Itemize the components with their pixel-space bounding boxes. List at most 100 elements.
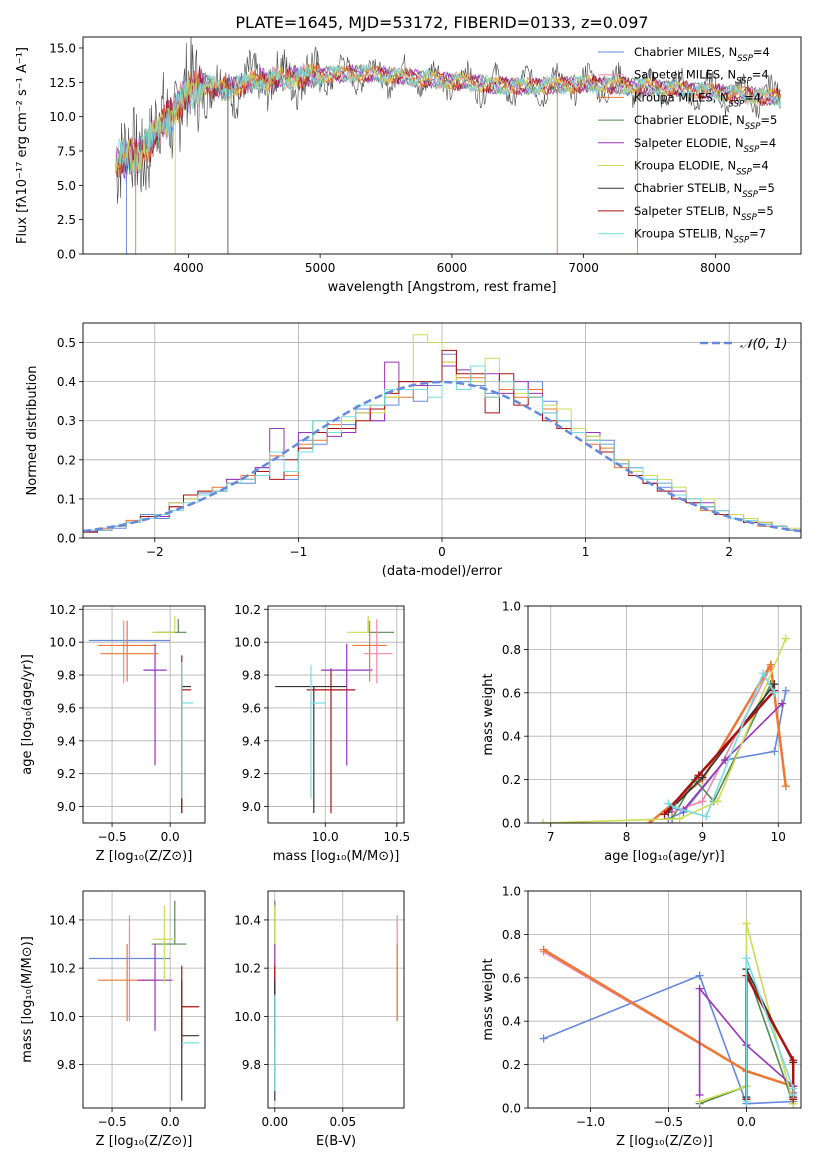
errorbar-point-8 <box>181 655 192 814</box>
y-tick-label: 10.0 <box>234 636 261 650</box>
x-axis-label: E(B-V) <box>316 1134 356 1149</box>
x-tick-label: 10 <box>771 830 786 844</box>
mass-weight-marker <box>702 812 711 821</box>
y-tick-label: 10.0 <box>49 636 76 650</box>
x-tick-label: 8 <box>623 830 631 844</box>
plot-area <box>83 334 801 538</box>
axes-frame <box>267 605 405 824</box>
mass-weight-line-5 <box>671 703 783 811</box>
x-tick-label: 0.0 <box>161 1115 180 1129</box>
y-tick-label: 10.2 <box>234 603 261 617</box>
mass-weight-marker <box>713 797 722 806</box>
axes-frame <box>82 605 206 824</box>
x-tick-label: 6000 <box>437 261 468 275</box>
chart-panel-1: 4000 5000 6000 7000 8000 0.0 2.5 5.0 7.5 10.0 12.5… <box>15 13 802 295</box>
y-tick-label: 0.0 <box>57 248 76 262</box>
errorbar-point-4 <box>320 643 373 766</box>
y-tick-label: 0.4 <box>502 1015 521 1029</box>
mass-weight-marker <box>789 1056 798 1065</box>
mass-weight-marker <box>770 688 779 697</box>
x-tick-label: −0.5 <box>97 830 126 844</box>
plot-area <box>274 900 398 1101</box>
chart-panel-6: −0.5 0.0 9.8 10.0 10.2 10.4 Z [log₁₀(Z/Z⊙)] mas… <box>20 890 206 1149</box>
x-tick-label: 0.0 <box>737 1115 756 1129</box>
chart-panel-4: 10.0 10.5 9.0 9.2 9.4 9.6 9.8 10.0 10.2 mass [log… <box>234 603 410 864</box>
y-tick-label: 0.5 <box>57 336 76 350</box>
y-tick-label: 0.1 <box>57 492 76 506</box>
y-tick-label: 9.0 <box>57 800 76 814</box>
mass-weight-marker <box>671 803 680 812</box>
mass-weight-marker <box>695 984 704 993</box>
y-tick-label: 10.0 <box>49 110 76 124</box>
mass-weight-marker <box>675 814 684 823</box>
y-tick-label: 15.0 <box>49 41 76 55</box>
legend-label-6: Kroupa ELODIE, NSSP=4 <box>634 159 769 178</box>
errorbar-point-6 <box>346 615 369 633</box>
mass-weight-line-5 <box>698 986 794 1095</box>
legend-label-1: Chabrier MILES, NSSP=4 <box>634 45 770 64</box>
y-axis-label: mass weight <box>481 958 496 1040</box>
errorbar-point-5 <box>137 944 173 1031</box>
plot-area <box>275 615 394 814</box>
errorbar-point-7 <box>181 980 200 1101</box>
mass-weight-marker <box>698 797 707 806</box>
y-tick-label: 1.0 <box>502 885 521 899</box>
y-tick-label: 0.2 <box>57 453 76 467</box>
y-tick-label: 9.8 <box>242 1058 261 1072</box>
mass-weight-marker <box>539 945 548 954</box>
plot-area <box>539 919 798 1108</box>
y-tick-label: 0.6 <box>502 971 521 985</box>
y-tick-label: 10.0 <box>49 1010 76 1024</box>
legend: Chabrier MILES, NSSP=4 Salpeter MILES, NS… <box>598 45 777 246</box>
legend-label-2: Salpeter MILES, NSSP=4 <box>634 68 769 87</box>
y-tick-label: 9.8 <box>57 1058 76 1072</box>
y-axis-label: mass [log₁₀(M/M⊙)] <box>20 936 35 1063</box>
errorbar-point-6 <box>152 905 176 983</box>
errorbar-point-5 <box>143 643 167 766</box>
y-tick-label: 10.2 <box>234 962 261 976</box>
x-axis-label: Z [log₁₀(Z/Z⊙)] <box>96 849 193 864</box>
errorbar-point-3 <box>310 665 326 799</box>
chart-panel-8: −1.0 −0.5 0.0 0.0 0.2 0.4 0.6 0.8 1.0 Z [log₁₀(Z/… <box>481 885 802 1149</box>
x-tick-label: 4000 <box>173 261 204 275</box>
errorbar-point-8 <box>181 965 200 1048</box>
y-axis-label: mass weight <box>481 673 496 755</box>
mass-weight-marker <box>695 1097 704 1106</box>
axes-frame <box>527 605 802 824</box>
y-tick-label: 9.4 <box>242 734 261 748</box>
mass-weight-marker <box>781 686 790 695</box>
y-tick-label: 7.5 <box>57 144 76 158</box>
y-tick-label: 0.6 <box>502 686 521 700</box>
legend-label-5: Salpeter ELODIE, NSSP=4 <box>634 136 776 155</box>
y-tick-label: 9.6 <box>57 701 76 715</box>
y-tick-label: 9.2 <box>57 767 76 781</box>
chart-title: PLATE=1645, MJD=53172, FIBERID=0133, z=0… <box>235 13 648 32</box>
x-tick-label: 10.0 <box>312 830 339 844</box>
x-tick-label: −1 <box>290 545 308 559</box>
y-tick-label: 12.5 <box>49 76 76 90</box>
mass-weight-marker <box>781 634 790 643</box>
plot-area <box>115 37 782 254</box>
legend-label-3: Kroupa MILES, NSSP=4 <box>634 90 761 109</box>
errorbar-point-9 <box>181 661 194 799</box>
x-tick-label: 8000 <box>700 261 731 275</box>
x-tick-label: 0.05 <box>329 1115 356 1129</box>
chart-panel-7: 0.00 0.05 9.8 10.0 10.2 10.4 E(B-V) <box>234 890 405 1149</box>
mass-weight-marker <box>742 919 751 928</box>
y-tick-label: 0.8 <box>502 928 521 942</box>
y-axis-label: age [log₁₀(age/yr)] <box>20 654 35 775</box>
x-tick-label: 9 <box>699 830 707 844</box>
mass-weight-marker <box>778 699 787 708</box>
x-tick-label: −0.5 <box>97 1115 126 1129</box>
y-tick-label: 0.0 <box>57 532 76 546</box>
y-tick-label: 9.8 <box>57 669 76 683</box>
series-line-5 <box>115 64 781 180</box>
y-tick-label: 0.3 <box>57 414 76 428</box>
series-line-9 <box>115 64 782 175</box>
chart-panel-2: −2 −1 0 1 2 0.0 0.1 0.2 0.3 0.4 0.5 (data-model)/er… <box>25 322 802 579</box>
x-tick-label: −2 <box>146 545 164 559</box>
y-tick-label: 9.8 <box>242 669 261 683</box>
errorbar-point-4 <box>155 619 187 633</box>
x-axis-label: wavelength [Angstrom, rest frame] <box>328 280 557 295</box>
legend-label-8: Salpeter STELIB, NSSP=5 <box>634 204 774 223</box>
